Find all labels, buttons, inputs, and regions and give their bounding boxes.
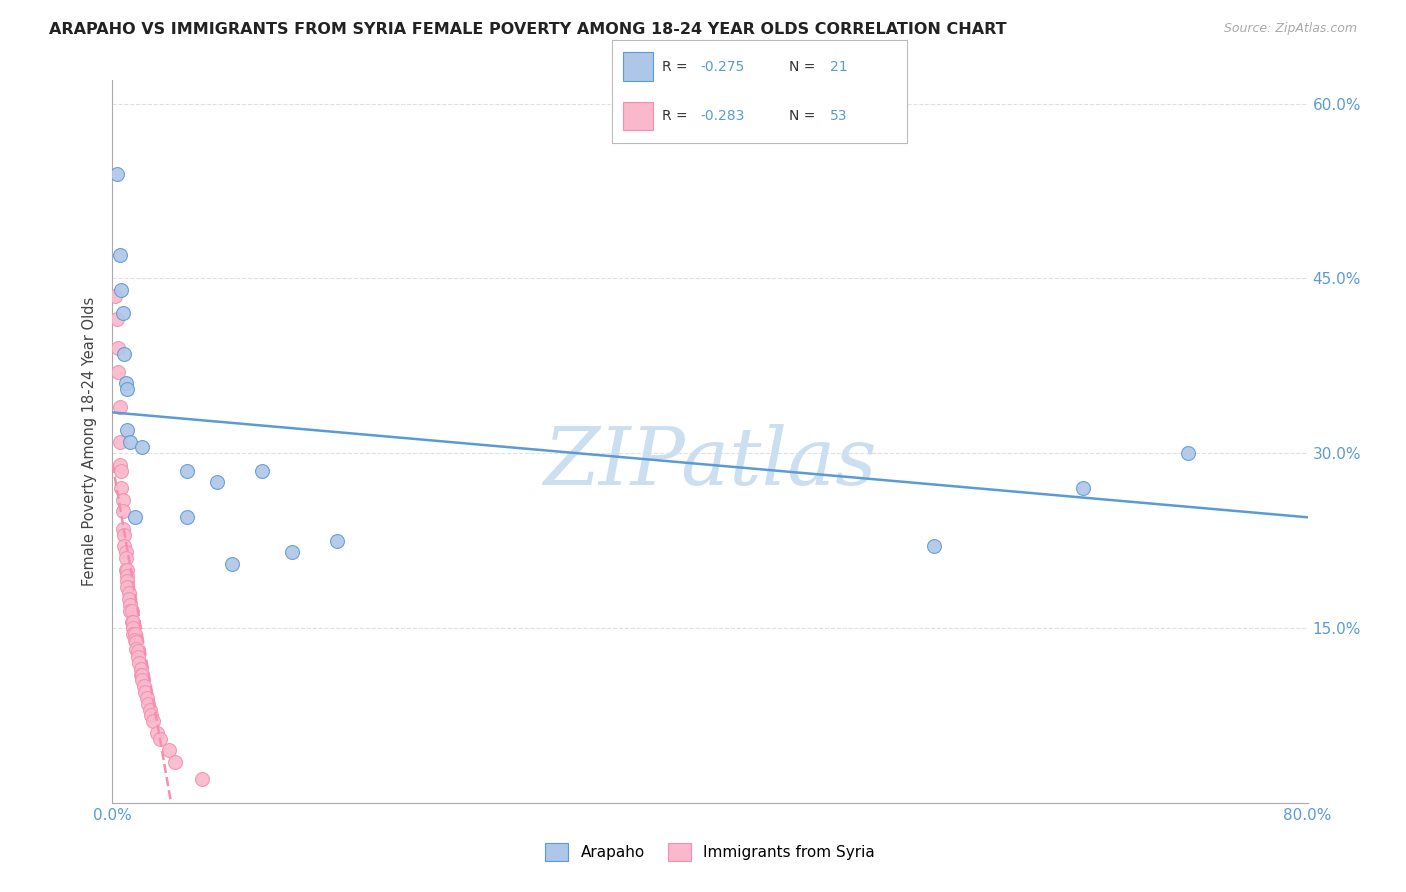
Point [107, 365, 129, 379]
Point [131, 441, 153, 455]
Point [110, 283, 132, 297]
Point [124, 627, 146, 641]
Text: ARAPAHO VS IMMIGRANTS FROM SYRIA FEMALE POVERTY AMONG 18-24 YEAR OLDS CORRELATIO: ARAPAHO VS IMMIGRANTS FROM SYRIA FEMALE … [49, 22, 1007, 37]
Point [118, 586, 141, 600]
Text: R =: R = [662, 109, 692, 123]
Point [139, 702, 162, 716]
Point [132, 679, 155, 693]
Point [1073, 481, 1095, 495]
Text: N =: N = [789, 60, 820, 74]
Point [117, 568, 139, 582]
Text: N =: N = [789, 109, 820, 123]
Point [191, 772, 214, 787]
Point [114, 347, 135, 361]
Point [157, 743, 180, 757]
Point [176, 464, 198, 478]
Point [114, 528, 135, 542]
Point [122, 615, 145, 630]
Point [124, 632, 146, 647]
Point [111, 492, 134, 507]
Point [108, 458, 131, 472]
Point [120, 598, 142, 612]
Point [115, 563, 138, 577]
Point [117, 574, 139, 589]
Legend: Arapaho, Immigrants from Syria: Arapaho, Immigrants from Syria [540, 837, 880, 867]
Point [117, 382, 139, 396]
Point [1177, 446, 1199, 460]
Point [176, 510, 198, 524]
Point [120, 603, 142, 617]
Point [108, 400, 131, 414]
Text: 53: 53 [830, 109, 848, 123]
Point [250, 464, 273, 478]
Point [115, 551, 138, 566]
Point [141, 708, 163, 723]
Point [129, 667, 152, 681]
Point [111, 504, 134, 518]
Point [108, 434, 131, 449]
Point [221, 557, 243, 571]
Point [117, 563, 139, 577]
Point [125, 635, 148, 649]
Text: -0.275: -0.275 [700, 60, 744, 74]
Point [127, 644, 149, 658]
Point [110, 464, 132, 478]
Point [127, 650, 149, 665]
Point [107, 341, 129, 355]
Point [118, 591, 141, 606]
Point [117, 580, 139, 594]
Point [135, 690, 157, 705]
Point [104, 289, 127, 303]
Point [125, 642, 148, 657]
Point [111, 522, 134, 536]
Point [131, 667, 153, 681]
Text: ZIPatlas: ZIPatlas [543, 425, 877, 502]
Y-axis label: Female Poverty Among 18-24 Year Olds: Female Poverty Among 18-24 Year Olds [82, 297, 97, 586]
Point [149, 731, 172, 746]
Point [124, 510, 146, 524]
Point [142, 714, 165, 729]
Point [128, 656, 150, 670]
Point [205, 475, 228, 490]
Point [165, 755, 187, 769]
Point [105, 167, 128, 181]
Point [115, 545, 138, 559]
Point [121, 615, 143, 630]
Point [111, 306, 134, 320]
Point [281, 545, 304, 559]
Point [105, 312, 128, 326]
Text: Source: ZipAtlas.com: Source: ZipAtlas.com [1223, 22, 1357, 36]
Point [121, 603, 143, 617]
Point [129, 662, 152, 676]
Point [138, 697, 160, 711]
Bar [623, 102, 652, 130]
Point [117, 423, 139, 437]
Point [122, 621, 145, 635]
Text: -0.283: -0.283 [700, 109, 745, 123]
Point [325, 533, 347, 548]
Point [134, 685, 156, 699]
Point [122, 627, 145, 641]
Bar [623, 53, 652, 81]
Point [146, 726, 169, 740]
Text: 21: 21 [830, 60, 848, 74]
Point [120, 434, 142, 449]
Text: R =: R = [662, 60, 692, 74]
Point [115, 376, 138, 391]
Point [110, 481, 132, 495]
Point [108, 248, 131, 262]
Point [114, 540, 135, 554]
Point [922, 540, 945, 554]
Point [131, 673, 153, 688]
